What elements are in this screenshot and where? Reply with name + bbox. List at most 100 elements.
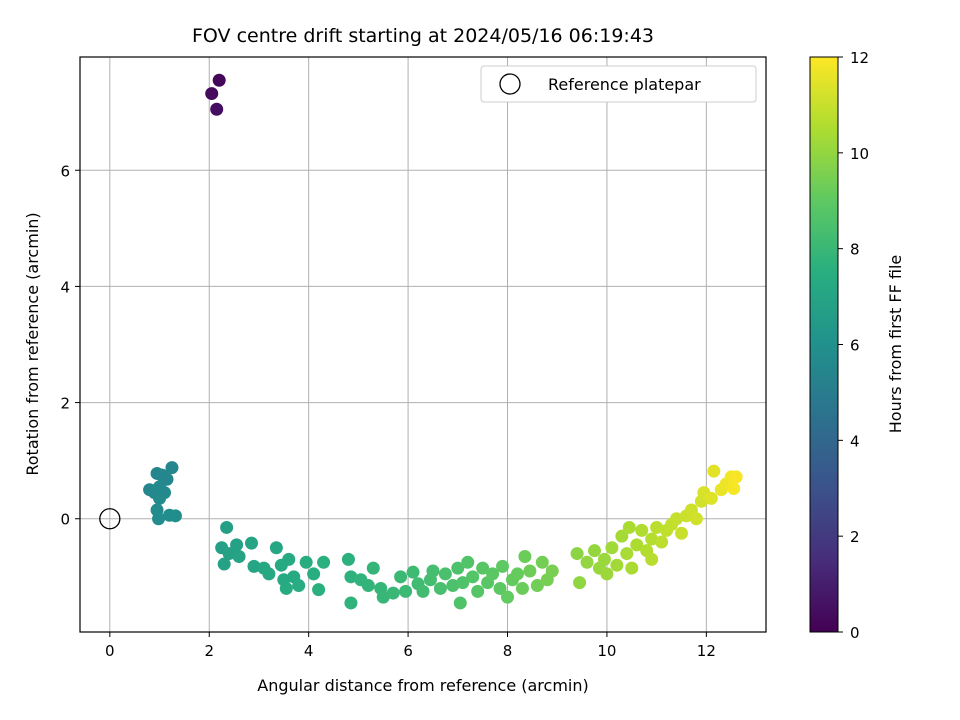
data-point (600, 567, 614, 581)
data-point (168, 509, 182, 523)
data-point (366, 561, 380, 575)
scatter-points (143, 73, 743, 610)
data-point (453, 596, 467, 610)
y-tick-label: 2 (60, 395, 70, 413)
data-point (620, 547, 634, 561)
colorbar-tick-label: 12 (850, 49, 869, 67)
data-point (523, 564, 537, 578)
data-point (245, 536, 258, 550)
reference-platepar-marker (99, 508, 121, 530)
data-point (456, 576, 470, 590)
data-point (476, 561, 490, 575)
data-point (317, 555, 331, 569)
y-tick-label: 6 (60, 162, 70, 180)
data-point (580, 555, 594, 569)
data-point (518, 549, 532, 563)
data-point (344, 570, 358, 584)
data-point (588, 544, 601, 558)
colorbar-tick-label: 2 (850, 528, 860, 546)
data-point (165, 461, 179, 475)
data-point (610, 558, 624, 572)
data-point (573, 576, 587, 590)
x-tick-label: 8 (503, 642, 513, 660)
grid-lines (80, 57, 766, 632)
data-point (461, 555, 475, 569)
data-point (416, 584, 430, 598)
plot-area-frame (79, 56, 767, 633)
data-point (152, 512, 166, 526)
data-point (615, 529, 629, 543)
data-point (650, 520, 664, 534)
data-point (212, 73, 226, 87)
colorbar-tick-label: 8 (850, 241, 860, 259)
data-point (674, 526, 688, 540)
y-tick-label: 4 (60, 278, 70, 296)
data-point (570, 547, 584, 561)
colorbar-tick-label: 6 (850, 337, 860, 355)
y-axis-label: Rotation from reference (arcmin) (23, 212, 42, 475)
x-tick-label: 6 (403, 642, 413, 660)
data-point (486, 567, 500, 581)
legend: Reference platepar (480, 65, 757, 103)
data-point (160, 472, 174, 486)
x-tick-label: 12 (697, 642, 716, 660)
x-axis-ticks: 0 2 4 6 8 10 12 (105, 632, 716, 660)
legend-reference-marker (499, 73, 521, 95)
data-point (689, 512, 703, 526)
data-point (210, 102, 224, 116)
colorbar-ticks: 0 2 4 6 8 10 12 (838, 49, 869, 642)
data-point (597, 552, 611, 566)
data-point (269, 541, 283, 555)
data-point (299, 555, 313, 569)
data-point (438, 567, 452, 581)
colorbar-tick-label: 4 (850, 432, 860, 450)
reference-marker-group (99, 508, 121, 530)
data-point (361, 579, 375, 593)
data-point (217, 557, 231, 571)
data-point (729, 470, 743, 484)
data-point (645, 532, 659, 546)
data-point (220, 520, 234, 534)
data-point (262, 567, 276, 581)
data-point (247, 559, 261, 573)
colorbar (809, 56, 839, 633)
data-point (515, 581, 529, 595)
data-point (501, 590, 515, 604)
x-axis-label: Angular distance from reference (arcmin) (257, 676, 588, 695)
data-point (635, 523, 649, 537)
legend-label: Reference platepar (548, 75, 701, 94)
data-point (282, 552, 296, 566)
data-point (622, 520, 636, 534)
colorbar-tick-label: 0 (850, 624, 860, 642)
data-point (222, 547, 236, 561)
data-point (625, 561, 639, 575)
data-point (205, 87, 219, 101)
data-point (232, 549, 246, 563)
data-point (510, 567, 524, 581)
data-point (230, 538, 244, 552)
chart-title: FOV centre drift starting at 2024/05/16 … (192, 25, 654, 47)
data-point (727, 482, 741, 496)
data-point (394, 570, 408, 584)
data-point (496, 559, 510, 573)
data-point (530, 579, 544, 593)
y-tick-label: 0 (60, 511, 70, 529)
data-point (645, 552, 659, 566)
data-point (399, 584, 413, 598)
data-point (153, 491, 167, 505)
data-point (471, 584, 485, 598)
data-point (670, 512, 684, 526)
data-point (655, 535, 669, 549)
colorbar-tick-label: 10 (850, 145, 869, 163)
data-point (707, 464, 721, 478)
data-point (605, 541, 619, 555)
data-point (704, 491, 718, 505)
data-point (426, 564, 440, 578)
data-point (279, 581, 293, 595)
data-point (630, 538, 644, 552)
data-point (545, 564, 559, 578)
data-point (451, 561, 465, 575)
data-point (307, 567, 321, 581)
data-point (493, 581, 507, 595)
